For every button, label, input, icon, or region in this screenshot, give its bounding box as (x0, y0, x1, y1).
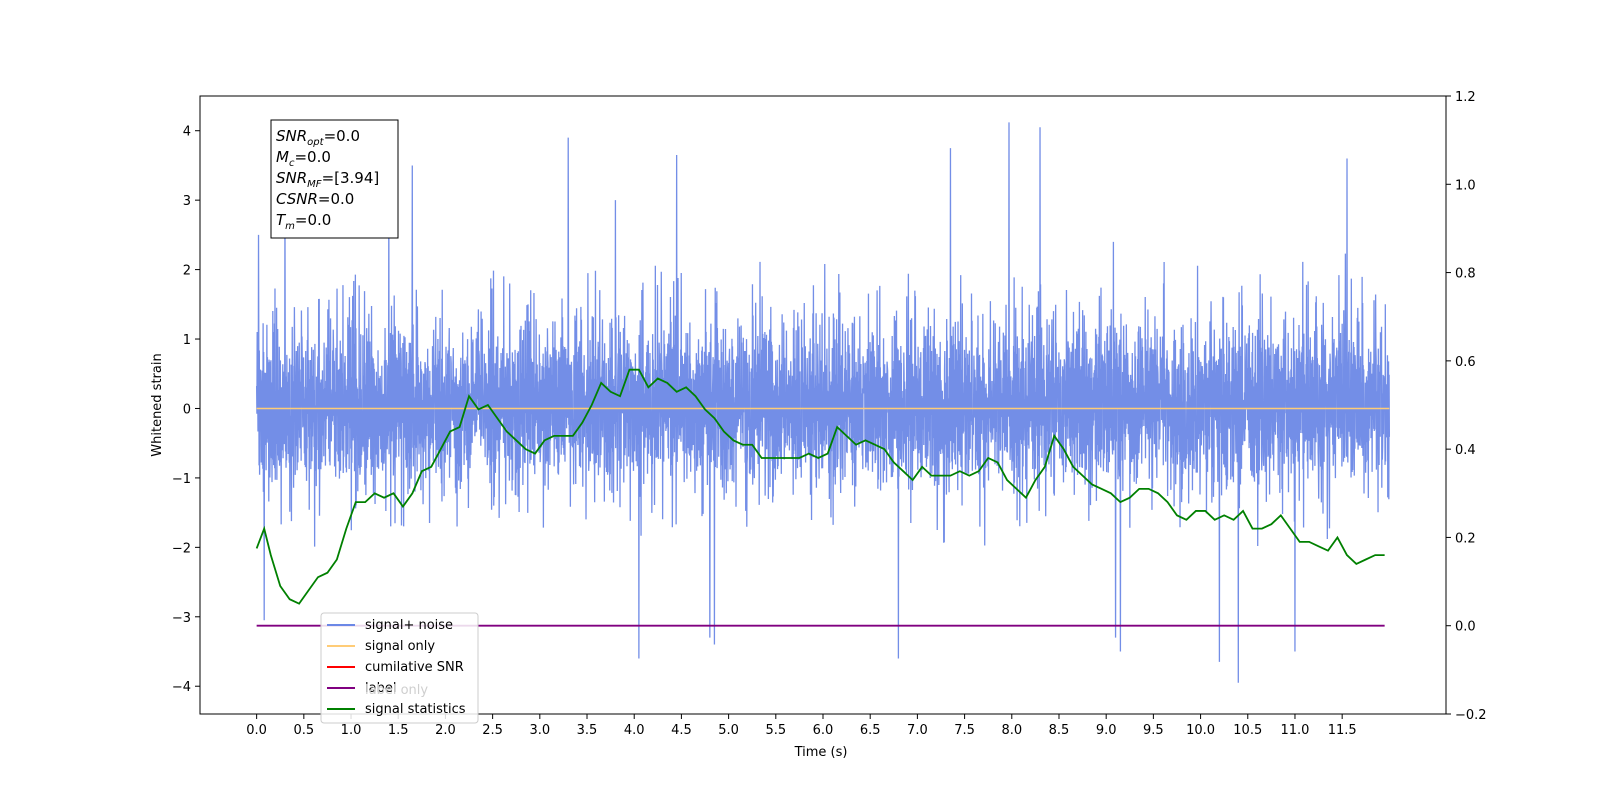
x-tick-label: 2.5 (482, 723, 503, 738)
info-box-line: SNRopt=0.0 (276, 127, 360, 148)
x-tick-label: 8.5 (1049, 723, 1070, 738)
y-right-tick-label: 1.2 (1455, 90, 1476, 105)
x-tick-label: 1.5 (388, 723, 409, 738)
x-tick-label: 5.5 (765, 723, 786, 738)
y-axis-left: 4 3 2 1 0 −1 −2 −3 −4 (172, 125, 200, 695)
legend-label: cumilative SNR (365, 660, 464, 675)
y-right-tick-label: 0.4 (1455, 443, 1476, 458)
x-tick-label: 7.5 (954, 723, 975, 738)
y-left-tick-label: −2 (172, 541, 191, 556)
x-tick-label: 9.5 (1143, 723, 1164, 738)
signal-plus-noise-line (255, 122, 1391, 683)
x-tick-label: 11.5 (1328, 723, 1357, 738)
x-tick-label: 10.5 (1233, 723, 1262, 738)
y-left-tick-label: −3 (172, 611, 191, 626)
x-tick-label: 7.0 (907, 723, 928, 738)
y-right-tick-label: 0.8 (1455, 267, 1476, 282)
legend-label: signal+ noise (365, 618, 453, 633)
x-axis-label: Time (s) (794, 745, 848, 760)
x-tick-label: 11.0 (1280, 723, 1309, 738)
series-signal-plus-noise (255, 122, 1391, 683)
x-tick-label: 0.5 (293, 723, 314, 738)
y-left-tick-label: 3 (183, 194, 191, 209)
info-box-line: SNRMF=[3.94] (276, 169, 379, 190)
legend-label: signal statistics (365, 702, 466, 717)
info-box-line: Tm=0.0 (276, 211, 331, 232)
y-axis-left-label: Whitened strain (150, 353, 165, 456)
x-tick-label: 4.0 (624, 723, 645, 738)
y-right-tick-label: 0.2 (1455, 531, 1476, 546)
x-tick-label: 3.5 (577, 723, 598, 738)
y-axis-right: 1.2 1.0 0.8 0.6 0.4 0.2 0.0 −0.2 (1446, 90, 1487, 723)
x-tick-label: 5.0 (718, 723, 739, 738)
y-right-tick-label: −0.2 (1455, 708, 1487, 723)
x-tick-label: 3.0 (529, 723, 550, 738)
legend-hidden-text: label only (365, 683, 428, 698)
legend: signal+ noise signal only cumilative SNR la… (320, 612, 479, 724)
y-right-tick-label: 0.6 (1455, 355, 1476, 370)
x-tick-label: 4.5 (671, 723, 692, 738)
signal-statistics-line (255, 368, 1385, 605)
legend-label: label (365, 681, 396, 696)
x-tick-label: 10.0 (1186, 723, 1215, 738)
y-left-tick-label: −1 (172, 472, 191, 487)
legend-label: signal only (365, 639, 435, 654)
y-left-tick-label: 4 (183, 125, 191, 140)
y-right-tick-label: 1.0 (1455, 178, 1476, 193)
x-axis: 0.0 0.5 1.0 1.5 2.0 2.5 3.0 3.5 4.0 4.5 5.0 5.5 6.0 6… (246, 714, 1357, 738)
x-tick-label: 6.5 (860, 723, 881, 738)
x-tick-label: 9.0 (1096, 723, 1117, 738)
info-box-line: CSNR=0.0 (276, 190, 354, 208)
x-tick-label: 6.0 (813, 723, 834, 738)
series-signal-statistics (255, 368, 1385, 605)
y-left-tick-label: 1 (183, 333, 191, 348)
x-tick-label: 1.0 (341, 723, 362, 738)
y-right-tick-label: 0.0 (1455, 620, 1476, 635)
x-tick-label: 0.0 (246, 723, 267, 738)
x-tick-label: 8.0 (1001, 723, 1022, 738)
y-left-tick-label: −4 (172, 680, 191, 695)
y-left-tick-label: 0 (183, 402, 191, 417)
info-box-line: Mc=0.0 (276, 148, 331, 169)
x-tick-label: 2.0 (435, 723, 456, 738)
y-left-tick-label: 2 (183, 264, 191, 279)
